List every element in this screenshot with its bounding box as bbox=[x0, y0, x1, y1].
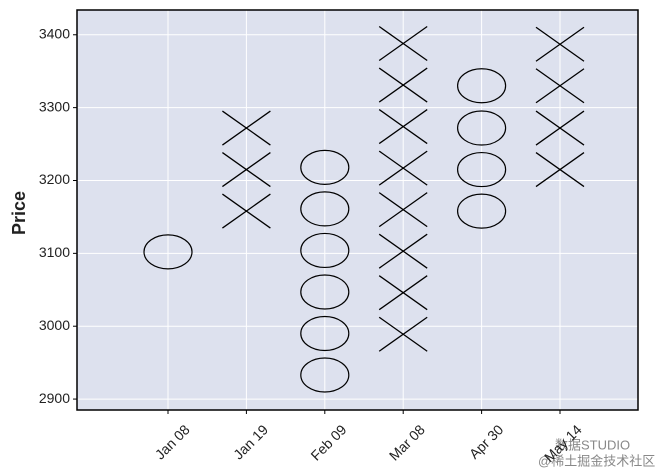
o-box bbox=[300, 274, 350, 310]
o-box bbox=[457, 151, 507, 188]
y-tick-label: 3100 bbox=[39, 244, 70, 260]
o-box bbox=[457, 68, 507, 104]
watermark: 数据STUDIO bbox=[555, 437, 630, 452]
o-box bbox=[143, 234, 193, 270]
o-box bbox=[300, 315, 350, 352]
plot-frame bbox=[76, 9, 639, 411]
plot-layer bbox=[73, 10, 638, 410]
x-tick-label: Apr 30 bbox=[466, 421, 507, 462]
x-box bbox=[378, 233, 428, 269]
plot-area bbox=[77, 10, 638, 410]
o-box bbox=[457, 193, 507, 229]
y-tick-label: 2900 bbox=[39, 390, 70, 406]
x-box bbox=[222, 152, 271, 188]
x-box bbox=[378, 192, 428, 228]
x-tick-label: Feb 09 bbox=[307, 421, 349, 463]
x-box bbox=[535, 26, 585, 62]
x-box bbox=[535, 68, 585, 104]
watermark: @稀土掘金技术社区 bbox=[538, 453, 655, 468]
y-axis-label: Price bbox=[9, 191, 29, 235]
x-box bbox=[378, 25, 428, 62]
x-box bbox=[378, 109, 428, 145]
x-box bbox=[535, 152, 585, 188]
y-tick-label: 3400 bbox=[39, 25, 70, 41]
x-box bbox=[378, 67, 428, 103]
y-tick-label: 3000 bbox=[39, 317, 70, 333]
x-box bbox=[378, 150, 428, 186]
x-tick-label: Jan 19 bbox=[230, 421, 271, 462]
o-box bbox=[300, 191, 350, 227]
x-tick-label: Mar 08 bbox=[386, 421, 428, 463]
o-box bbox=[300, 149, 350, 185]
x-tick-label: Jan 08 bbox=[152, 421, 193, 462]
x-box bbox=[535, 110, 585, 146]
x-box bbox=[222, 110, 271, 146]
y-tick-label: 3200 bbox=[39, 171, 70, 187]
o-box bbox=[300, 232, 350, 269]
x-box bbox=[378, 275, 428, 311]
x-box bbox=[222, 193, 271, 229]
y-tick-label: 3300 bbox=[39, 98, 70, 114]
x-box bbox=[378, 316, 428, 352]
o-box bbox=[457, 110, 507, 146]
o-box bbox=[300, 357, 350, 393]
